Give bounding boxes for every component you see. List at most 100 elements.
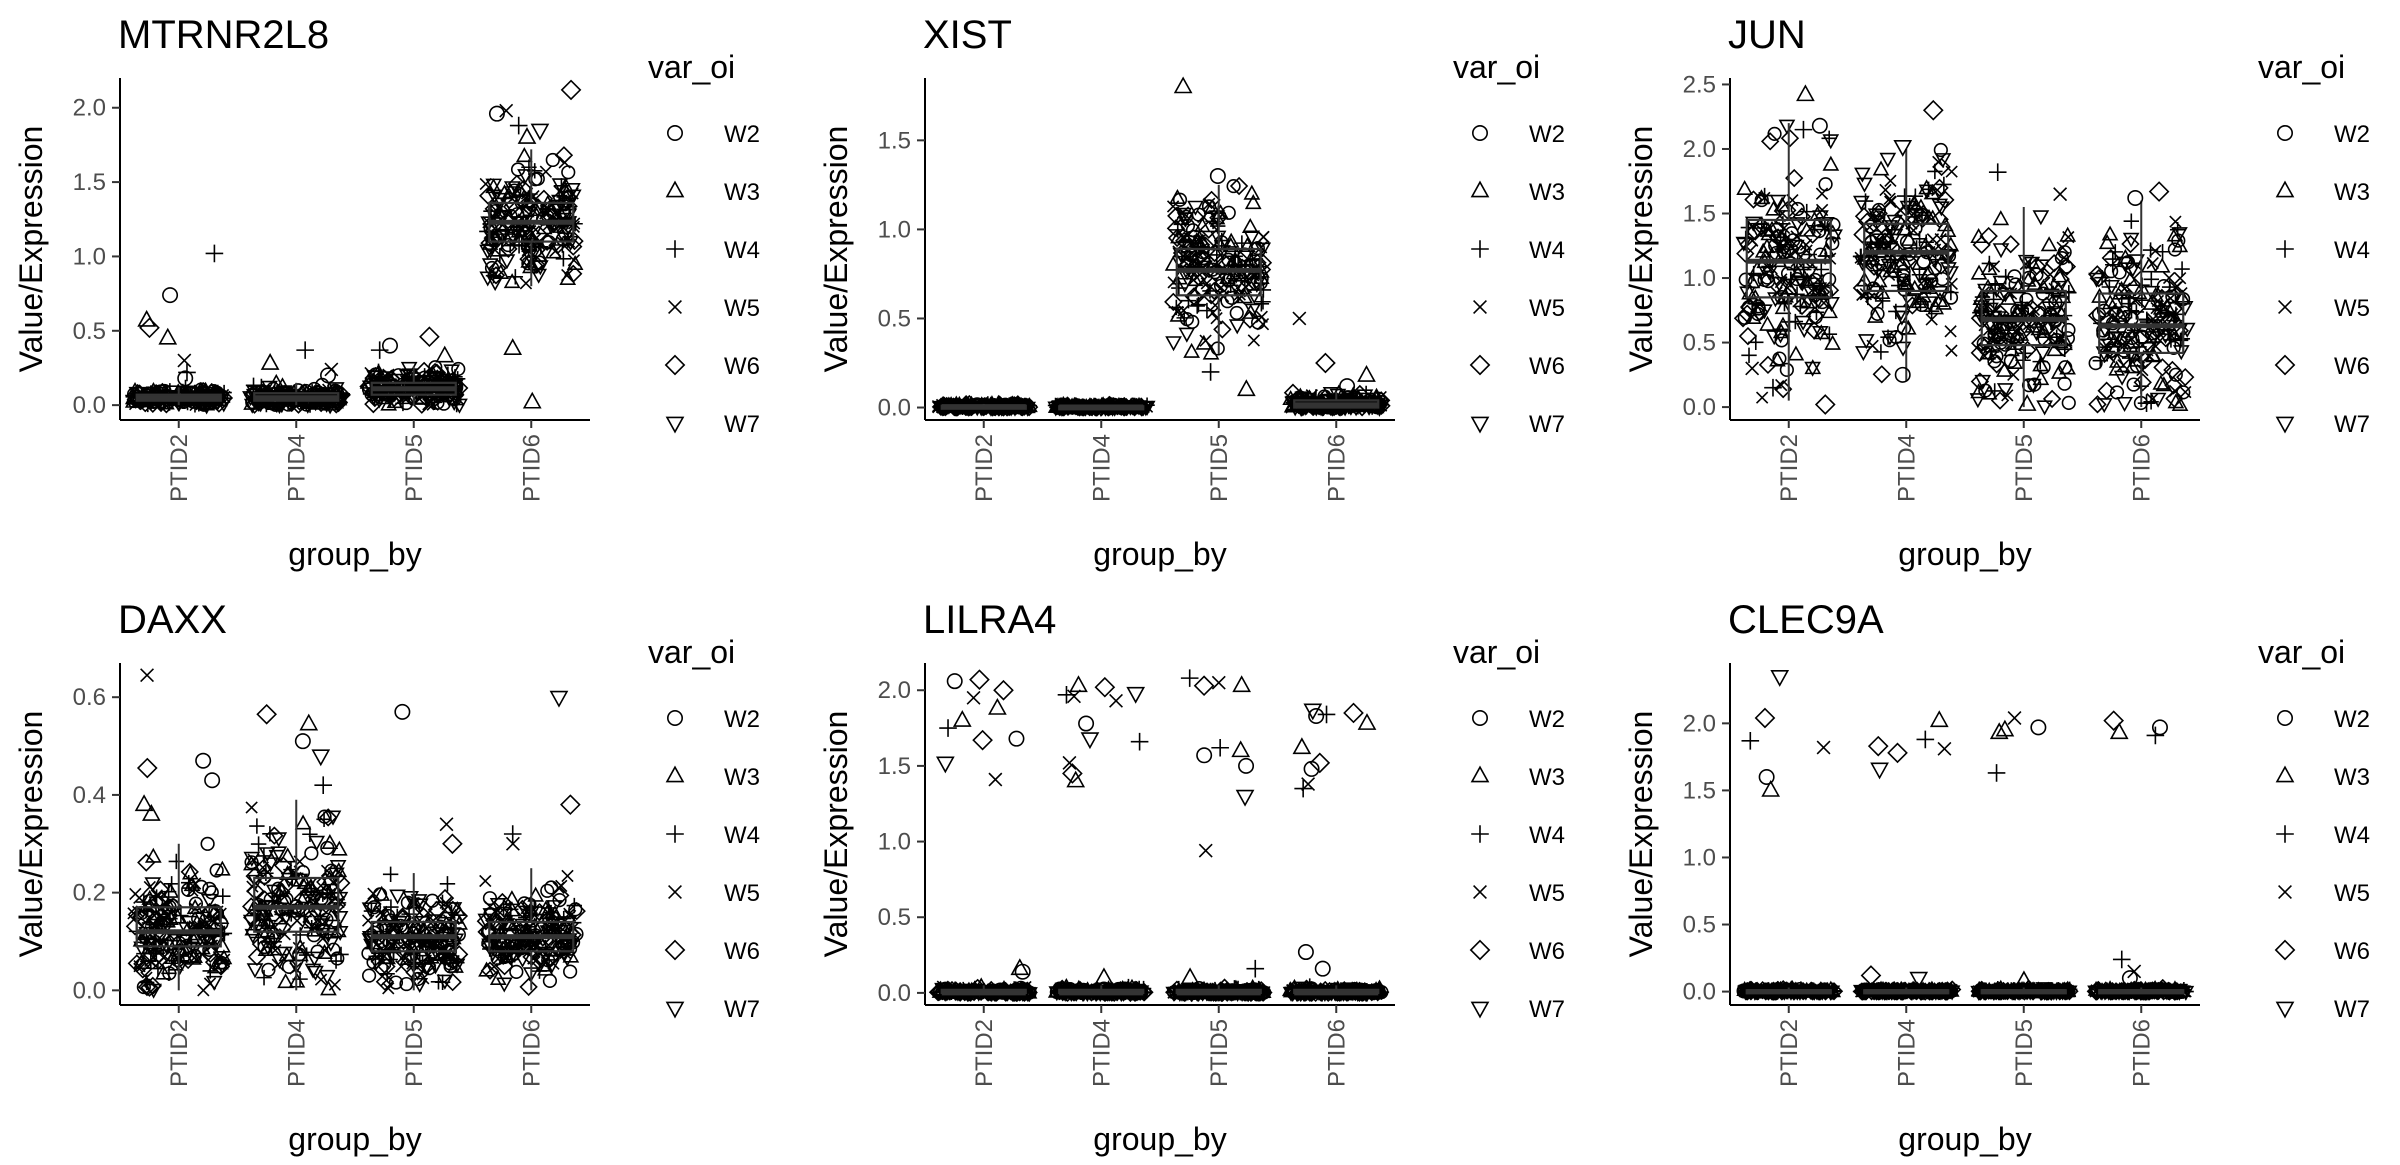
data-point xyxy=(509,964,524,979)
box-ptid6 xyxy=(1282,383,1391,417)
data-point xyxy=(1765,330,1783,346)
y-tick-label: 0.0 xyxy=(73,977,106,1004)
outlier-point xyxy=(939,719,957,737)
data-point xyxy=(434,379,453,398)
data-point xyxy=(1879,183,1892,197)
data-point xyxy=(1244,303,1261,319)
legend-key-circle xyxy=(666,709,683,726)
data-point xyxy=(1866,339,1879,352)
data-point xyxy=(1255,294,1271,310)
outlier-point xyxy=(972,729,993,751)
data-point xyxy=(2029,267,2044,282)
data-point xyxy=(2018,340,2037,360)
data-point xyxy=(519,193,539,212)
data-point xyxy=(515,147,533,163)
outlier-point xyxy=(1201,363,1220,381)
outlier-point xyxy=(1211,738,1229,757)
data-point xyxy=(1821,130,1837,147)
data-point xyxy=(1744,190,1763,209)
data-point xyxy=(1203,199,1221,215)
data-point xyxy=(519,277,533,290)
data-point xyxy=(1884,195,1897,208)
data-point xyxy=(537,232,557,251)
outlier-point xyxy=(499,103,514,118)
y-axis-title: Value/Expression xyxy=(818,126,854,373)
y-tick-label: 1.5 xyxy=(1683,201,1716,228)
x-tick-label: PTID6 xyxy=(518,434,545,502)
data-point xyxy=(1761,265,1778,281)
data-point xyxy=(245,801,258,814)
outlier-point xyxy=(177,353,192,368)
data-point xyxy=(2040,236,2058,252)
data-point xyxy=(1206,306,1220,319)
legend-key-plus xyxy=(1471,240,1489,258)
data-point xyxy=(1202,190,1221,210)
outlier-point xyxy=(1357,713,1377,730)
legend-key-triangle-down xyxy=(1470,1001,1490,1019)
data-point xyxy=(1781,279,1798,295)
box-ptid6 xyxy=(476,868,586,997)
box-ptid4 xyxy=(242,799,351,996)
data-point xyxy=(1226,178,1241,194)
data-point xyxy=(1229,305,1244,321)
data-point xyxy=(2047,325,2066,345)
data-point xyxy=(1164,292,1183,312)
outlier-point xyxy=(381,337,398,354)
data-point xyxy=(2017,254,2035,270)
data-point xyxy=(1221,205,1236,220)
data-point xyxy=(528,172,543,187)
data-point xyxy=(494,228,512,244)
legend-key-triangle-down xyxy=(665,416,685,434)
data-point xyxy=(1741,300,1756,315)
outlier-point xyxy=(509,116,528,135)
box-ptid5 xyxy=(361,866,469,995)
data-point xyxy=(1189,232,1207,248)
legend-key-circle xyxy=(1472,709,1489,726)
legend-label: W7 xyxy=(1529,411,1565,438)
x-axis-title: group_by xyxy=(1898,536,2031,572)
data-point xyxy=(1987,330,2000,343)
outlier-point xyxy=(1297,944,1314,961)
data-point xyxy=(2051,333,2069,349)
outlier-point xyxy=(2148,181,2170,202)
data-point xyxy=(2057,376,2072,391)
data-point xyxy=(2035,278,2052,294)
legend-key-triangle-down xyxy=(2275,416,2295,434)
legend-label: W3 xyxy=(1529,764,1565,791)
data-point xyxy=(1884,226,1900,243)
data-point xyxy=(424,364,441,380)
data-point xyxy=(1774,316,1792,332)
data-point xyxy=(1787,345,1805,361)
legend-label: W2 xyxy=(2334,121,2370,148)
data-point xyxy=(294,814,312,830)
data-point xyxy=(200,836,215,851)
box-ptid5 xyxy=(359,360,469,414)
data-point xyxy=(1733,309,1753,328)
data-point xyxy=(1193,239,1209,256)
data-point xyxy=(1943,284,1959,301)
data-point xyxy=(177,379,194,396)
legend-label: W2 xyxy=(1529,706,1565,733)
data-point xyxy=(504,229,521,245)
legend-label: W6 xyxy=(1529,938,1565,965)
data-point xyxy=(1868,242,1886,258)
outlier-point xyxy=(1231,740,1251,758)
data-point xyxy=(1918,184,1936,200)
data-point xyxy=(382,866,399,882)
outlier-point xyxy=(1069,675,1088,693)
legend-label: W7 xyxy=(1529,996,1565,1023)
legend-label: W7 xyxy=(724,411,760,438)
data-point xyxy=(1911,267,1928,283)
outlier-point xyxy=(1078,715,1095,732)
data-point xyxy=(1776,244,1792,260)
data-point xyxy=(482,243,499,259)
outlier-point xyxy=(503,825,522,843)
data-point xyxy=(1970,227,1987,244)
y-tick-label: 0.5 xyxy=(878,305,911,332)
data-point xyxy=(1998,314,2014,330)
box-ptid5 xyxy=(1970,979,2079,1001)
outlier-point xyxy=(1130,732,1149,751)
data-point xyxy=(479,271,497,287)
y-tick-label: 1.0 xyxy=(878,829,911,856)
data-point xyxy=(479,244,496,260)
